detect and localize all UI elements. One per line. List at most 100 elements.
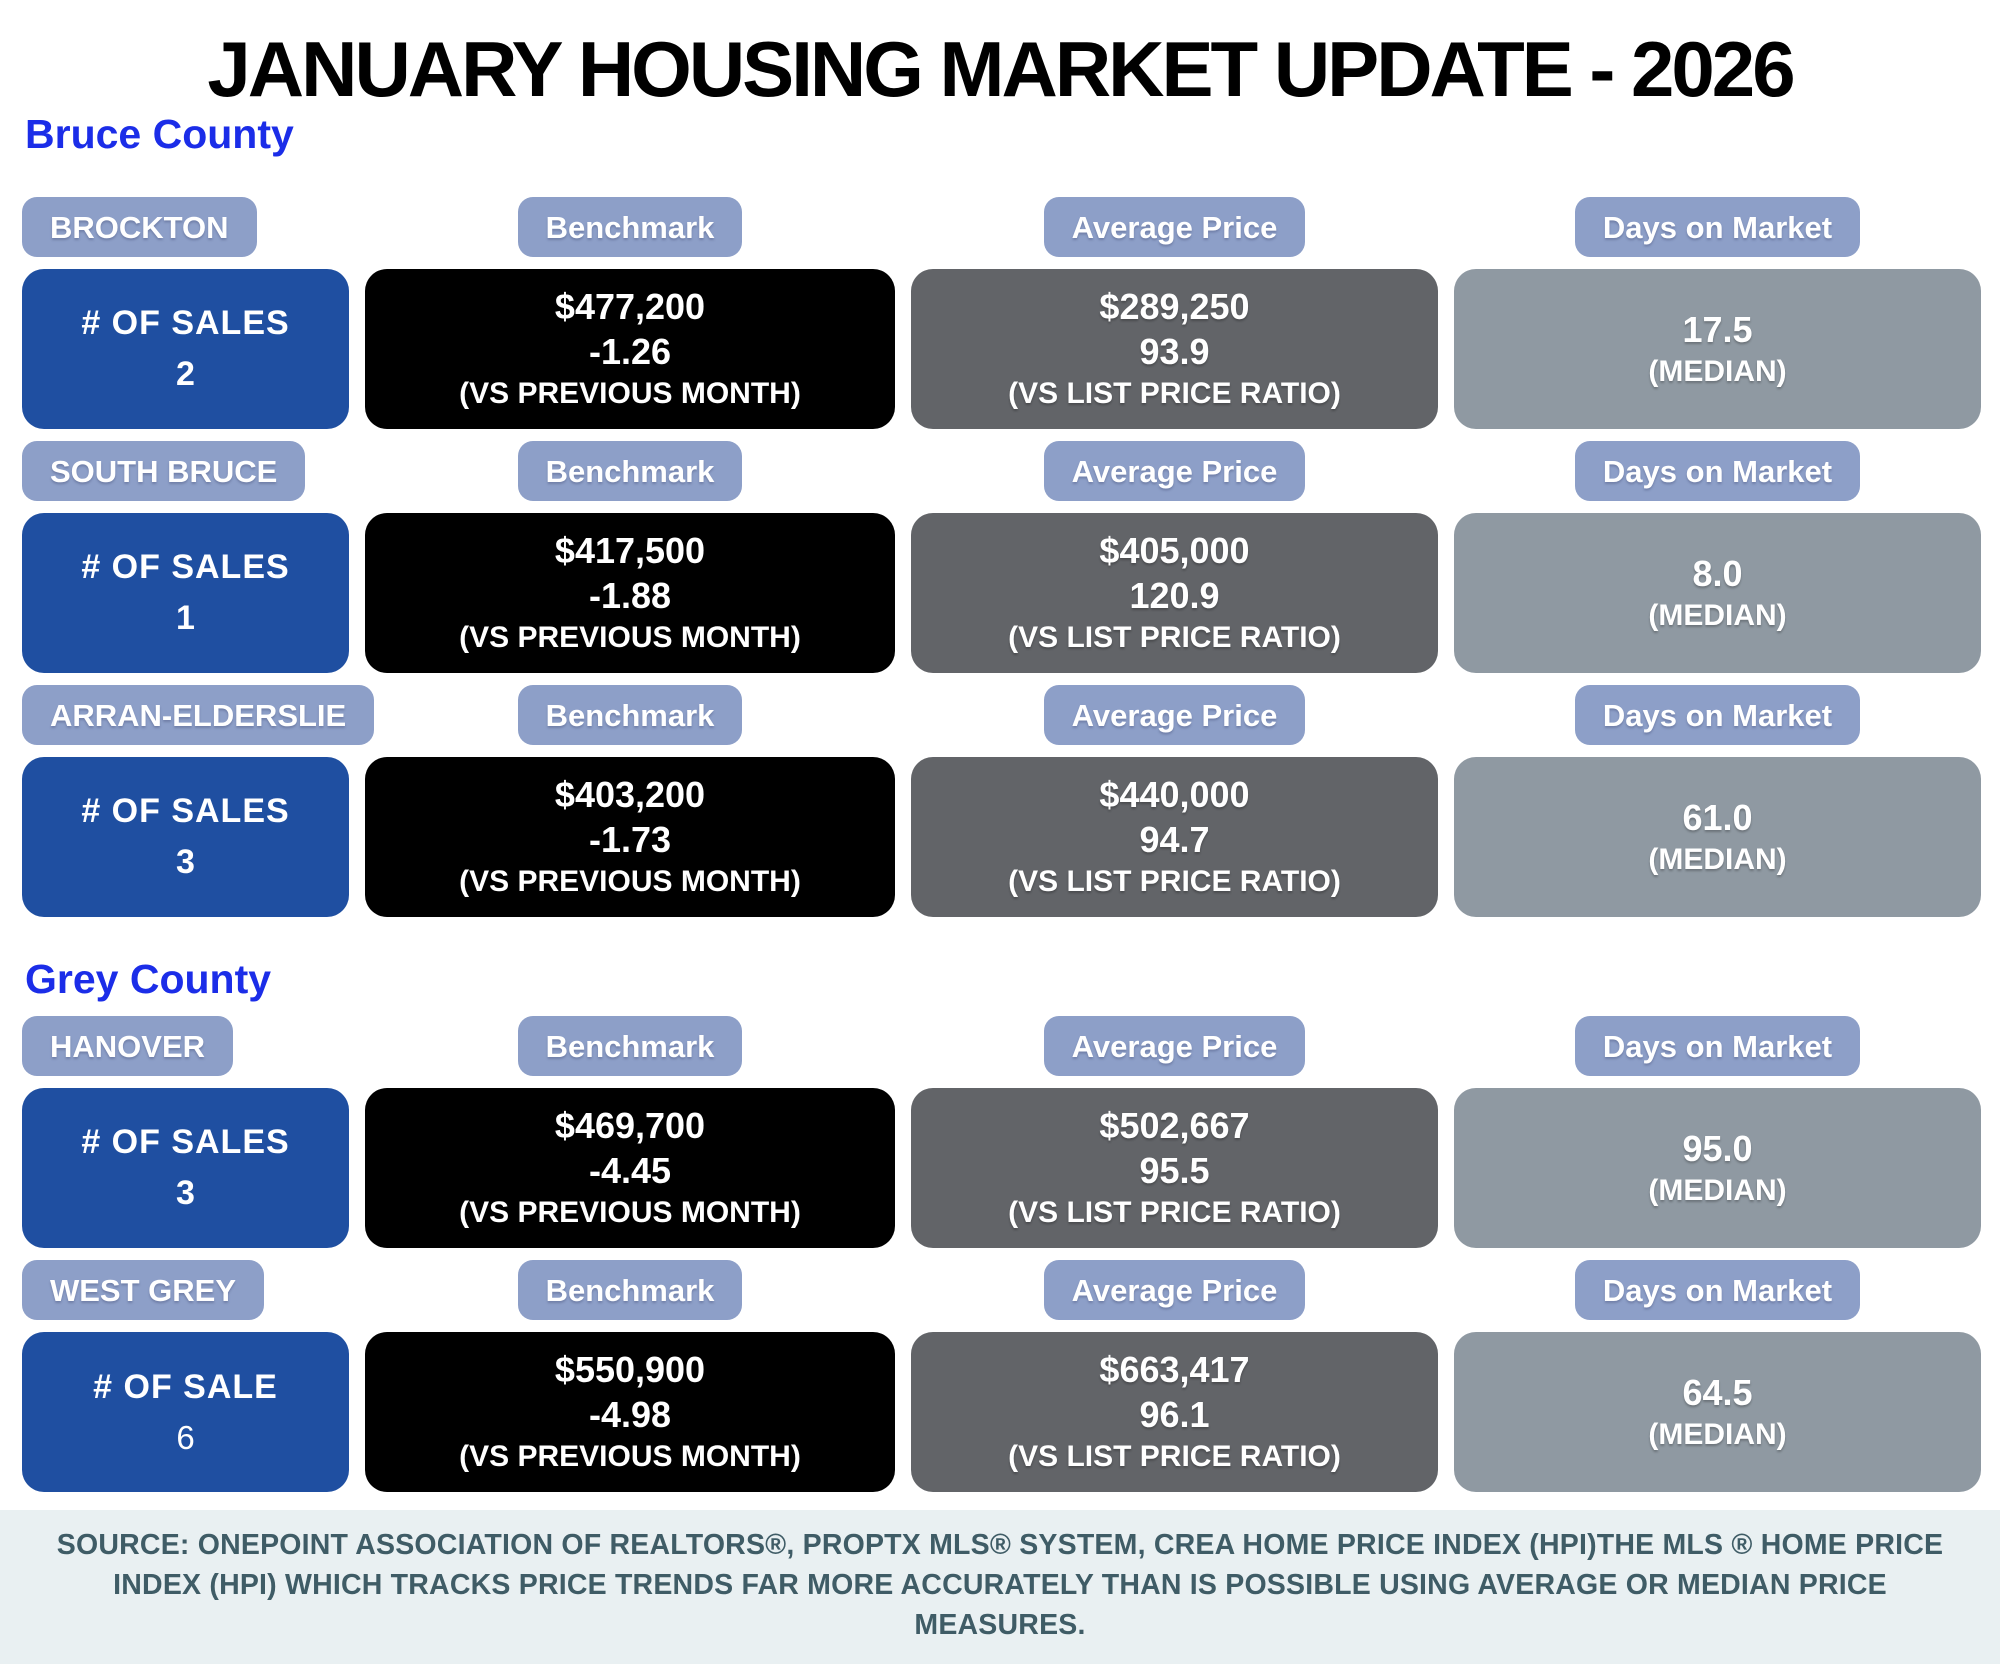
sales-label: # OF SALES	[81, 548, 290, 586]
sales-count: 2	[176, 355, 195, 393]
days-on-market-caption: (MEDIAN)	[1648, 354, 1787, 388]
sales-label: # OF SALE	[93, 1367, 278, 1406]
municipality-pill: WEST GREY	[22, 1260, 265, 1320]
benchmark-change: -4.45	[588, 1150, 672, 1192]
days-on-market-box: 8.0 (MEDIAN)	[1454, 513, 1981, 673]
average-price-box: $502,667 95.5 (VS LIST PRICE RATIO)	[911, 1088, 1438, 1248]
average-price-value: $289,250	[1099, 286, 1250, 328]
average-price-caption: (VS LIST PRICE RATIO)	[1008, 865, 1341, 899]
days-on-market-value: 8.0	[1692, 552, 1743, 594]
sales-box: # OF SALES 3	[22, 757, 349, 917]
sales-label: # OF SALES	[81, 1123, 290, 1161]
average-price-header-pill: Average Price	[1043, 1016, 1306, 1076]
days-on-market-header-pill: Days on Market	[1574, 441, 1861, 501]
sales-count: 3	[176, 843, 195, 881]
average-price-ratio: 95.5	[1139, 1150, 1210, 1192]
sales-box: # OF SALES 1	[22, 513, 349, 673]
benchmark-header-pill: Benchmark	[517, 685, 743, 745]
sales-box: # OF SALES 2	[22, 269, 349, 429]
days-on-market-caption: (MEDIAN)	[1648, 598, 1787, 632]
benchmark-value: $417,500	[554, 530, 706, 572]
days-on-market-box: 61.0 (MEDIAN)	[1454, 757, 1981, 917]
average-price-ratio: 96.1	[1139, 1394, 1210, 1436]
benchmark-caption: (VS PREVIOUS MONTH)	[459, 1440, 801, 1474]
benchmark-header-pill: Benchmark	[517, 1260, 743, 1320]
average-price-box: $440,000 94.7 (VS LIST PRICE RATIO)	[911, 757, 1438, 917]
infographic-page: JANUARY HOUSING MARKET UPDATE - 2026 Bru…	[0, 25, 2000, 1664]
market-row-south-bruce: SOUTH BRUCE Benchmark Average Price Days…	[22, 441, 2000, 673]
average-price-caption: (VS LIST PRICE RATIO)	[1008, 1440, 1341, 1474]
average-price-ratio: 93.9	[1139, 331, 1210, 373]
days-on-market-box: 95.0 (MEDIAN)	[1454, 1088, 1981, 1248]
benchmark-change: -4.98	[588, 1394, 672, 1436]
average-price-ratio: 120.9	[1129, 575, 1220, 617]
source-line-1: SOURCE: ONEPOINT ASSOCIATION OF REALTORS…	[56, 1529, 1944, 1561]
section-label-bruce-county: Bruce County	[25, 111, 294, 157]
benchmark-header-pill: Benchmark	[517, 1016, 743, 1076]
days-on-market-caption: (MEDIAN)	[1648, 842, 1787, 876]
days-on-market-box: 64.5 (MEDIAN)	[1454, 1332, 1981, 1492]
benchmark-value: $477,200	[554, 286, 706, 328]
market-row-brockton: BROCKTON Benchmark Average Price Days on…	[22, 197, 2000, 429]
days-on-market-header-pill: Days on Market	[1574, 197, 1861, 257]
municipality-pill: SOUTH BRUCE	[22, 441, 306, 501]
days-on-market-header-pill: Days on Market	[1574, 685, 1861, 745]
average-price-box: $405,000 120.9 (VS LIST PRICE RATIO)	[911, 513, 1438, 673]
average-price-box: $289,250 93.9 (VS LIST PRICE RATIO)	[911, 269, 1438, 429]
sales-label: # OF SALES	[81, 792, 290, 830]
days-on-market-value: 95.0	[1682, 1127, 1753, 1169]
average-price-header-pill: Average Price	[1043, 197, 1306, 257]
days-on-market-header-pill: Days on Market	[1574, 1016, 1861, 1076]
average-price-value: $663,417	[1099, 1349, 1250, 1391]
benchmark-box: $417,500 -1.88 (VS PREVIOUS MONTH)	[365, 513, 895, 673]
benchmark-caption: (VS PREVIOUS MONTH)	[459, 377, 801, 411]
source-line-2: INDEX (HPI) WHICH TRACKS PRICE TRENDS FA…	[113, 1568, 1887, 1641]
market-row-arran-elderslie: ARRAN-ELDERSLIE Benchmark Average Price …	[22, 685, 2000, 917]
municipality-pill: ARRAN-ELDERSLIE	[22, 685, 375, 745]
average-price-header-pill: Average Price	[1043, 441, 1306, 501]
benchmark-box: $403,200 -1.73 (VS PREVIOUS MONTH)	[365, 757, 895, 917]
days-on-market-caption: (MEDIAN)	[1648, 1417, 1787, 1451]
sales-box: # OF SALES 3	[22, 1088, 349, 1248]
average-price-value: $405,000	[1099, 530, 1250, 572]
average-price-value: $440,000	[1099, 774, 1250, 816]
benchmark-header-pill: Benchmark	[517, 197, 743, 257]
average-price-caption: (VS LIST PRICE RATIO)	[1008, 1196, 1341, 1230]
benchmark-caption: (VS PREVIOUS MONTH)	[459, 865, 801, 899]
section-label-grey-county: Grey County	[25, 956, 272, 1002]
municipality-pill: BROCKTON	[22, 197, 257, 257]
average-price-caption: (VS LIST PRICE RATIO)	[1008, 621, 1341, 655]
average-price-value: $502,667	[1099, 1105, 1250, 1147]
benchmark-value: $403,200	[554, 774, 706, 816]
sales-label: # OF SALES	[81, 304, 290, 342]
market-row-west-grey: WEST GREY Benchmark Average Price Days o…	[22, 1260, 2000, 1492]
average-price-header-pill: Average Price	[1043, 685, 1306, 745]
benchmark-change: -1.73	[588, 819, 672, 861]
sales-count: 3	[176, 1174, 195, 1212]
days-on-market-value: 61.0	[1682, 796, 1753, 838]
benchmark-box: $477,200 -1.26 (VS PREVIOUS MONTH)	[365, 269, 895, 429]
page-title: JANUARY HOUSING MARKET UPDATE - 2026	[207, 25, 1795, 113]
municipality-pill: HANOVER	[22, 1016, 234, 1076]
market-row-hanover: HANOVER Benchmark Average Price Days on …	[22, 1016, 2000, 1248]
benchmark-box: $550,900 -4.98 (VS PREVIOUS MONTH)	[365, 1332, 895, 1492]
days-on-market-value: 17.5	[1682, 308, 1753, 350]
benchmark-change: -1.88	[588, 575, 672, 617]
sales-box: # OF SALE 6	[22, 1332, 349, 1492]
average-price-ratio: 94.7	[1139, 819, 1210, 861]
sales-count: 6	[176, 1418, 195, 1456]
benchmark-change: -1.26	[588, 331, 672, 373]
benchmark-value: $469,700	[554, 1105, 706, 1147]
average-price-header-pill: Average Price	[1043, 1260, 1306, 1320]
average-price-box: $663,417 96.1 (VS LIST PRICE RATIO)	[911, 1332, 1438, 1492]
benchmark-caption: (VS PREVIOUS MONTH)	[459, 621, 801, 655]
average-price-caption: (VS LIST PRICE RATIO)	[1008, 377, 1341, 411]
benchmark-header-pill: Benchmark	[517, 441, 743, 501]
benchmark-caption: (VS PREVIOUS MONTH)	[459, 1196, 801, 1230]
benchmark-box: $469,700 -4.45 (VS PREVIOUS MONTH)	[365, 1088, 895, 1248]
days-on-market-box: 17.5 (MEDIAN)	[1454, 269, 1981, 429]
sales-count: 1	[176, 599, 195, 637]
benchmark-value: $550,900	[554, 1349, 706, 1391]
days-on-market-caption: (MEDIAN)	[1648, 1173, 1787, 1207]
days-on-market-value: 64.5	[1682, 1371, 1753, 1413]
